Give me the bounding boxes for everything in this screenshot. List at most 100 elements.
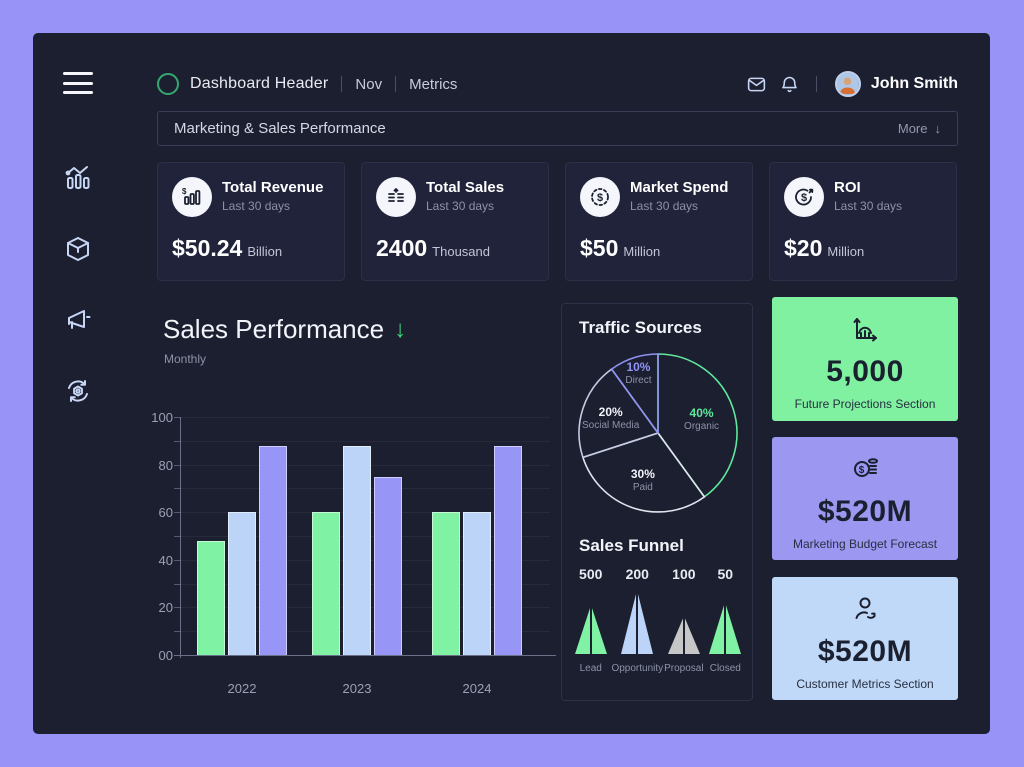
summary-card-future-projections-section[interactable]: 5,000 Future Projections Section	[772, 297, 958, 421]
summary-label: Marketing Budget Forecast	[792, 537, 938, 551]
bar-2022-purple	[259, 445, 287, 655]
user-name: John Smith	[870, 75, 958, 92]
growth-chart-icon	[850, 318, 880, 348]
analytics-icon[interactable]	[63, 163, 93, 193]
gridline	[180, 417, 550, 418]
stat-card-total-revenue[interactable]: $ Total Revenue Last 30 days $50.24 Billi…	[157, 162, 345, 281]
funnel-stage-lead: 500 Lead	[570, 566, 611, 674]
bar-2024-green	[432, 512, 460, 655]
stat-period: Last 30 days	[630, 199, 699, 213]
bar-2023-purple	[374, 476, 402, 655]
down-arrow-icon: ↓	[934, 121, 942, 136]
pie-label-direct: 10% Direct	[625, 359, 652, 386]
sidebar	[63, 163, 97, 406]
funnel-value: 50	[717, 566, 734, 582]
stat-period: Last 30 days	[426, 199, 495, 213]
summary-label: Customer Metrics Section	[796, 677, 934, 691]
brand-logo-icon	[157, 73, 179, 95]
summary-value: $520M	[817, 495, 913, 528]
sales-funnel-title: Sales Funnel	[579, 536, 684, 555]
y-axis-label: 60	[158, 505, 173, 521]
revenue-bars-icon: $	[172, 177, 212, 217]
customer-icon	[850, 597, 880, 628]
section-title-bar[interactable]: Marketing & Sales Performance More ↓	[157, 111, 958, 146]
stat-title: Total Revenue	[222, 179, 324, 196]
more-button[interactable]: More ↓	[897, 121, 942, 136]
bar-group-2023	[312, 417, 402, 655]
roi-target-icon: $	[784, 177, 824, 217]
funnel-stage-closed: 50 Closed	[705, 566, 746, 674]
mail-icon[interactable]	[746, 74, 767, 95]
summary-label: Future Projections Section	[794, 397, 936, 411]
x-axis-label: 2024	[462, 681, 492, 696]
funnel-stage-proposal: 100 Proposal	[663, 566, 704, 674]
bar-group-2022	[197, 417, 287, 655]
x-axis-label: 2023	[342, 681, 372, 696]
bar-chart-x-axis	[174, 655, 556, 656]
settings-sync-icon[interactable]	[63, 376, 93, 406]
bar-chart-y-axis	[180, 417, 181, 658]
products-cube-icon[interactable]	[63, 234, 93, 264]
user-menu[interactable]: John Smith	[834, 71, 958, 97]
traffic-panel: Traffic Sources 40% Organic 30% Paid 20% Soci…	[561, 303, 753, 701]
bar-2023-blue	[343, 445, 371, 655]
nav-item-nov[interactable]: Nov	[355, 75, 383, 93]
traffic-pie-chart: 40% Organic 30% Paid 20% Social Media 10% Direc…	[573, 348, 743, 518]
funnel-value: 100	[672, 566, 696, 582]
stat-value: $50 Million	[580, 235, 661, 261]
nav-item-metrics[interactable]: Metrics	[409, 75, 458, 93]
page-title: Dashboard Header	[190, 75, 329, 92]
section-title: Marketing & Sales Performance	[174, 120, 386, 137]
summary-value: $520M	[817, 635, 913, 668]
pie-label-social-media: 20% Social Media	[582, 404, 640, 431]
avatar	[834, 71, 861, 97]
stat-card-market-spend[interactable]: $ Market Spend Last 30 days $50 Million	[565, 162, 753, 281]
header: Dashboard Header Nov Metrics	[157, 69, 958, 99]
sales-coins-icon	[376, 177, 416, 217]
stat-period: Last 30 days	[222, 199, 291, 213]
funnel-value: 500	[579, 566, 603, 582]
coins-stack-icon: $	[850, 458, 880, 488]
bar-2024-purple	[494, 445, 522, 655]
bar-chart: 00 20 40 60 80 100	[151, 410, 550, 663]
y-axis-label: 00	[158, 648, 173, 663]
pie-label-paid: 30% Paid	[630, 466, 655, 493]
y-axis-label: 40	[158, 552, 173, 568]
y-axis-label: 80	[158, 457, 173, 473]
stat-card-total-sales[interactable]: Total Sales Last 30 days 2400 Thousand	[361, 162, 549, 281]
stat-title: ROI	[834, 179, 861, 196]
hamburger-menu-icon[interactable]	[63, 72, 93, 94]
x-axis-label: 2022	[227, 681, 257, 696]
bar-2024-blue	[463, 512, 491, 655]
sales-performance-subtitle: Monthly	[164, 352, 207, 366]
sales-performance-title: Sales Performance ↓	[163, 314, 407, 344]
stat-title: Market Spend	[630, 179, 729, 196]
summary-value: 5,000	[826, 355, 904, 388]
bar-2022-blue	[228, 512, 256, 655]
svg-text:$: $	[182, 187, 187, 196]
stat-value: $20 Million	[784, 235, 865, 261]
stat-title: Total Sales	[426, 179, 505, 196]
funnel-label: Proposal	[664, 663, 704, 674]
pie-label-organic: 40% Organic	[684, 405, 720, 432]
funnel-label: Lead	[579, 663, 602, 674]
spend-dollar-icon: $	[580, 177, 620, 217]
stat-period: Last 30 days	[834, 199, 903, 213]
svg-text:$: $	[801, 192, 807, 204]
stat-value: 2400 Thousand	[376, 235, 490, 261]
stat-value: $50.24 Billion	[172, 235, 283, 261]
summary-card-marketing-budget-forecast[interactable]: $ $520M Marketing Budget Forecast	[772, 437, 958, 560]
funnel-stage-opportunity: 200 Opportunity	[611, 566, 663, 674]
svg-text:$: $	[597, 192, 603, 204]
dashboard-panel: Dashboard Header Nov Metrics	[33, 33, 990, 734]
bar-2022-green	[197, 540, 225, 655]
stat-card-roi[interactable]: $ ROI Last 30 days $20 Million	[769, 162, 957, 281]
marketing-megaphone-icon[interactable]	[63, 305, 93, 335]
bell-icon[interactable]	[779, 74, 800, 95]
gridline	[180, 440, 550, 442]
summary-card-customer-metrics-section[interactable]: $520M Customer Metrics Section	[772, 577, 958, 700]
funnel-label: Opportunity	[611, 663, 664, 674]
bar-group-2024	[432, 417, 522, 655]
y-axis-label: 100	[151, 410, 173, 425]
svg-text:$: $	[859, 465, 865, 476]
